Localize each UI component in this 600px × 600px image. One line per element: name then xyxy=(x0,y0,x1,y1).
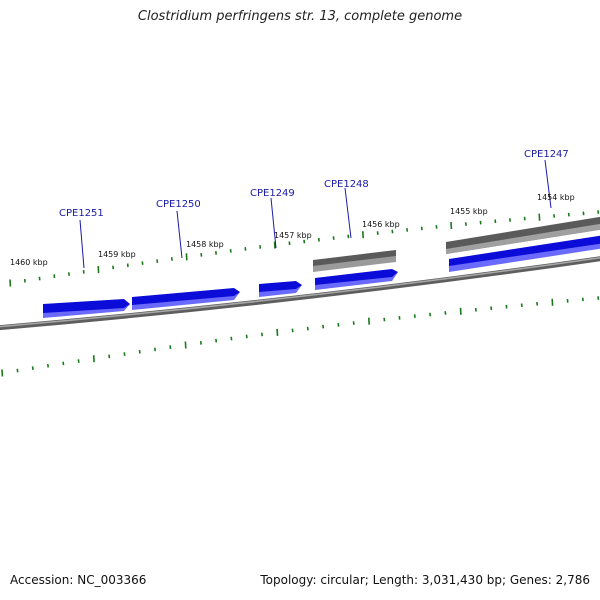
gene-label-cpe1249[interactable]: CPE1249 xyxy=(250,188,295,199)
gene-label-cpe1247[interactable]: CPE1247 xyxy=(524,149,569,160)
leader-cpe1251 xyxy=(79,219,85,269)
gene-label-leaders xyxy=(79,159,552,269)
leader-cpe1250 xyxy=(176,210,183,259)
upper-tick-track xyxy=(9,210,600,287)
gene-label-cpe1250[interactable]: CPE1250 xyxy=(156,199,201,210)
genome-summary-text: Topology: circular; Length: 3,031,430 bp… xyxy=(260,573,590,587)
accession-text: Accession: NC_003366 xyxy=(10,573,147,587)
gene-arrow-cpe1251[interactable] xyxy=(43,299,130,318)
gene-arrow-cpe1250[interactable] xyxy=(132,288,240,310)
gray-feature-1[interactable] xyxy=(313,250,396,272)
gene-arrow-cpe1249[interactable] xyxy=(259,281,302,297)
kbp-label-1460: 1460 kbp xyxy=(10,258,48,267)
kbp-label-1454: 1454 kbp xyxy=(537,193,575,202)
kbp-label-1456: 1456 kbp xyxy=(362,220,400,229)
leader-cpe1248 xyxy=(344,187,352,239)
leader-cpe1249 xyxy=(270,197,277,249)
kbp-label-1459: 1459 kbp xyxy=(98,250,136,259)
gene-arrow-cpe1247[interactable] xyxy=(449,235,600,272)
gene-label-cpe1248[interactable]: CPE1248 xyxy=(324,179,369,190)
genome-backbone xyxy=(0,256,600,331)
gene-arrow-cpe1248[interactable] xyxy=(315,269,398,290)
map-title: Clostridium perfringens str. 13, complet… xyxy=(137,9,463,24)
kbp-label-1458: 1458 kbp xyxy=(186,240,224,249)
gene-label-cpe1251[interactable]: CPE1251 xyxy=(59,208,104,219)
kbp-label-1455: 1455 kbp xyxy=(450,207,488,216)
lower-tick-track xyxy=(1,296,600,377)
gray-feature-2[interactable] xyxy=(446,216,600,254)
kbp-label-1457: 1457 kbp xyxy=(274,231,312,240)
leader-cpe1247 xyxy=(544,159,552,209)
